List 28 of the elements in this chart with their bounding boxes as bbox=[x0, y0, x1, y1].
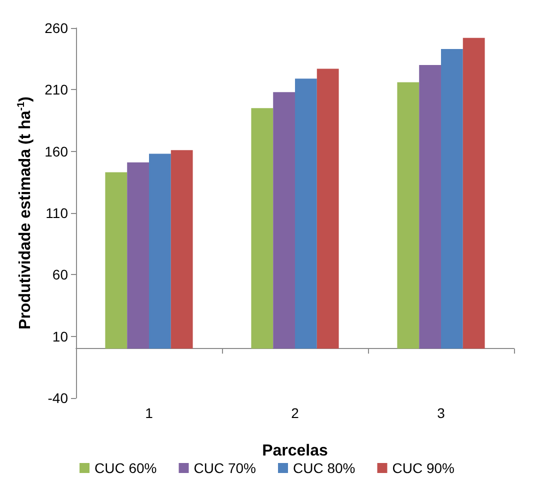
bar bbox=[105, 172, 128, 349]
y-tick-label: 210 bbox=[44, 82, 68, 98]
y-tick-label: 110 bbox=[46, 205, 68, 221]
bar bbox=[397, 82, 420, 349]
bar bbox=[462, 38, 485, 349]
bar bbox=[295, 78, 317, 349]
y-tick-label: 10 bbox=[52, 328, 68, 344]
legend-label: CUC 90% bbox=[392, 460, 454, 476]
y-tick-label: 260 bbox=[44, 20, 68, 36]
x-tick-label: 1 bbox=[145, 405, 154, 421]
bar bbox=[149, 154, 171, 349]
bar bbox=[273, 92, 295, 349]
y-tick-label: 60 bbox=[52, 266, 68, 283]
legend-label: CUC 80% bbox=[293, 460, 356, 476]
y-tick-label: 160 bbox=[44, 143, 68, 160]
x-tick-label: 3 bbox=[437, 405, 446, 421]
bar bbox=[316, 68, 339, 349]
y-tick-label: -40 bbox=[48, 390, 68, 406]
x-axis-title: Parcelas bbox=[262, 442, 328, 460]
legend-label: CUC 60% bbox=[94, 460, 157, 476]
x-tick-label: 2 bbox=[291, 405, 300, 421]
bar bbox=[441, 48, 463, 349]
bar bbox=[251, 108, 274, 349]
legend-label: CUC 70% bbox=[194, 460, 256, 476]
bar bbox=[419, 65, 441, 349]
y-axis-title: Produtividade estimada (t ha-1) bbox=[16, 96, 34, 330]
bar bbox=[127, 162, 149, 349]
bar bbox=[170, 150, 193, 349]
